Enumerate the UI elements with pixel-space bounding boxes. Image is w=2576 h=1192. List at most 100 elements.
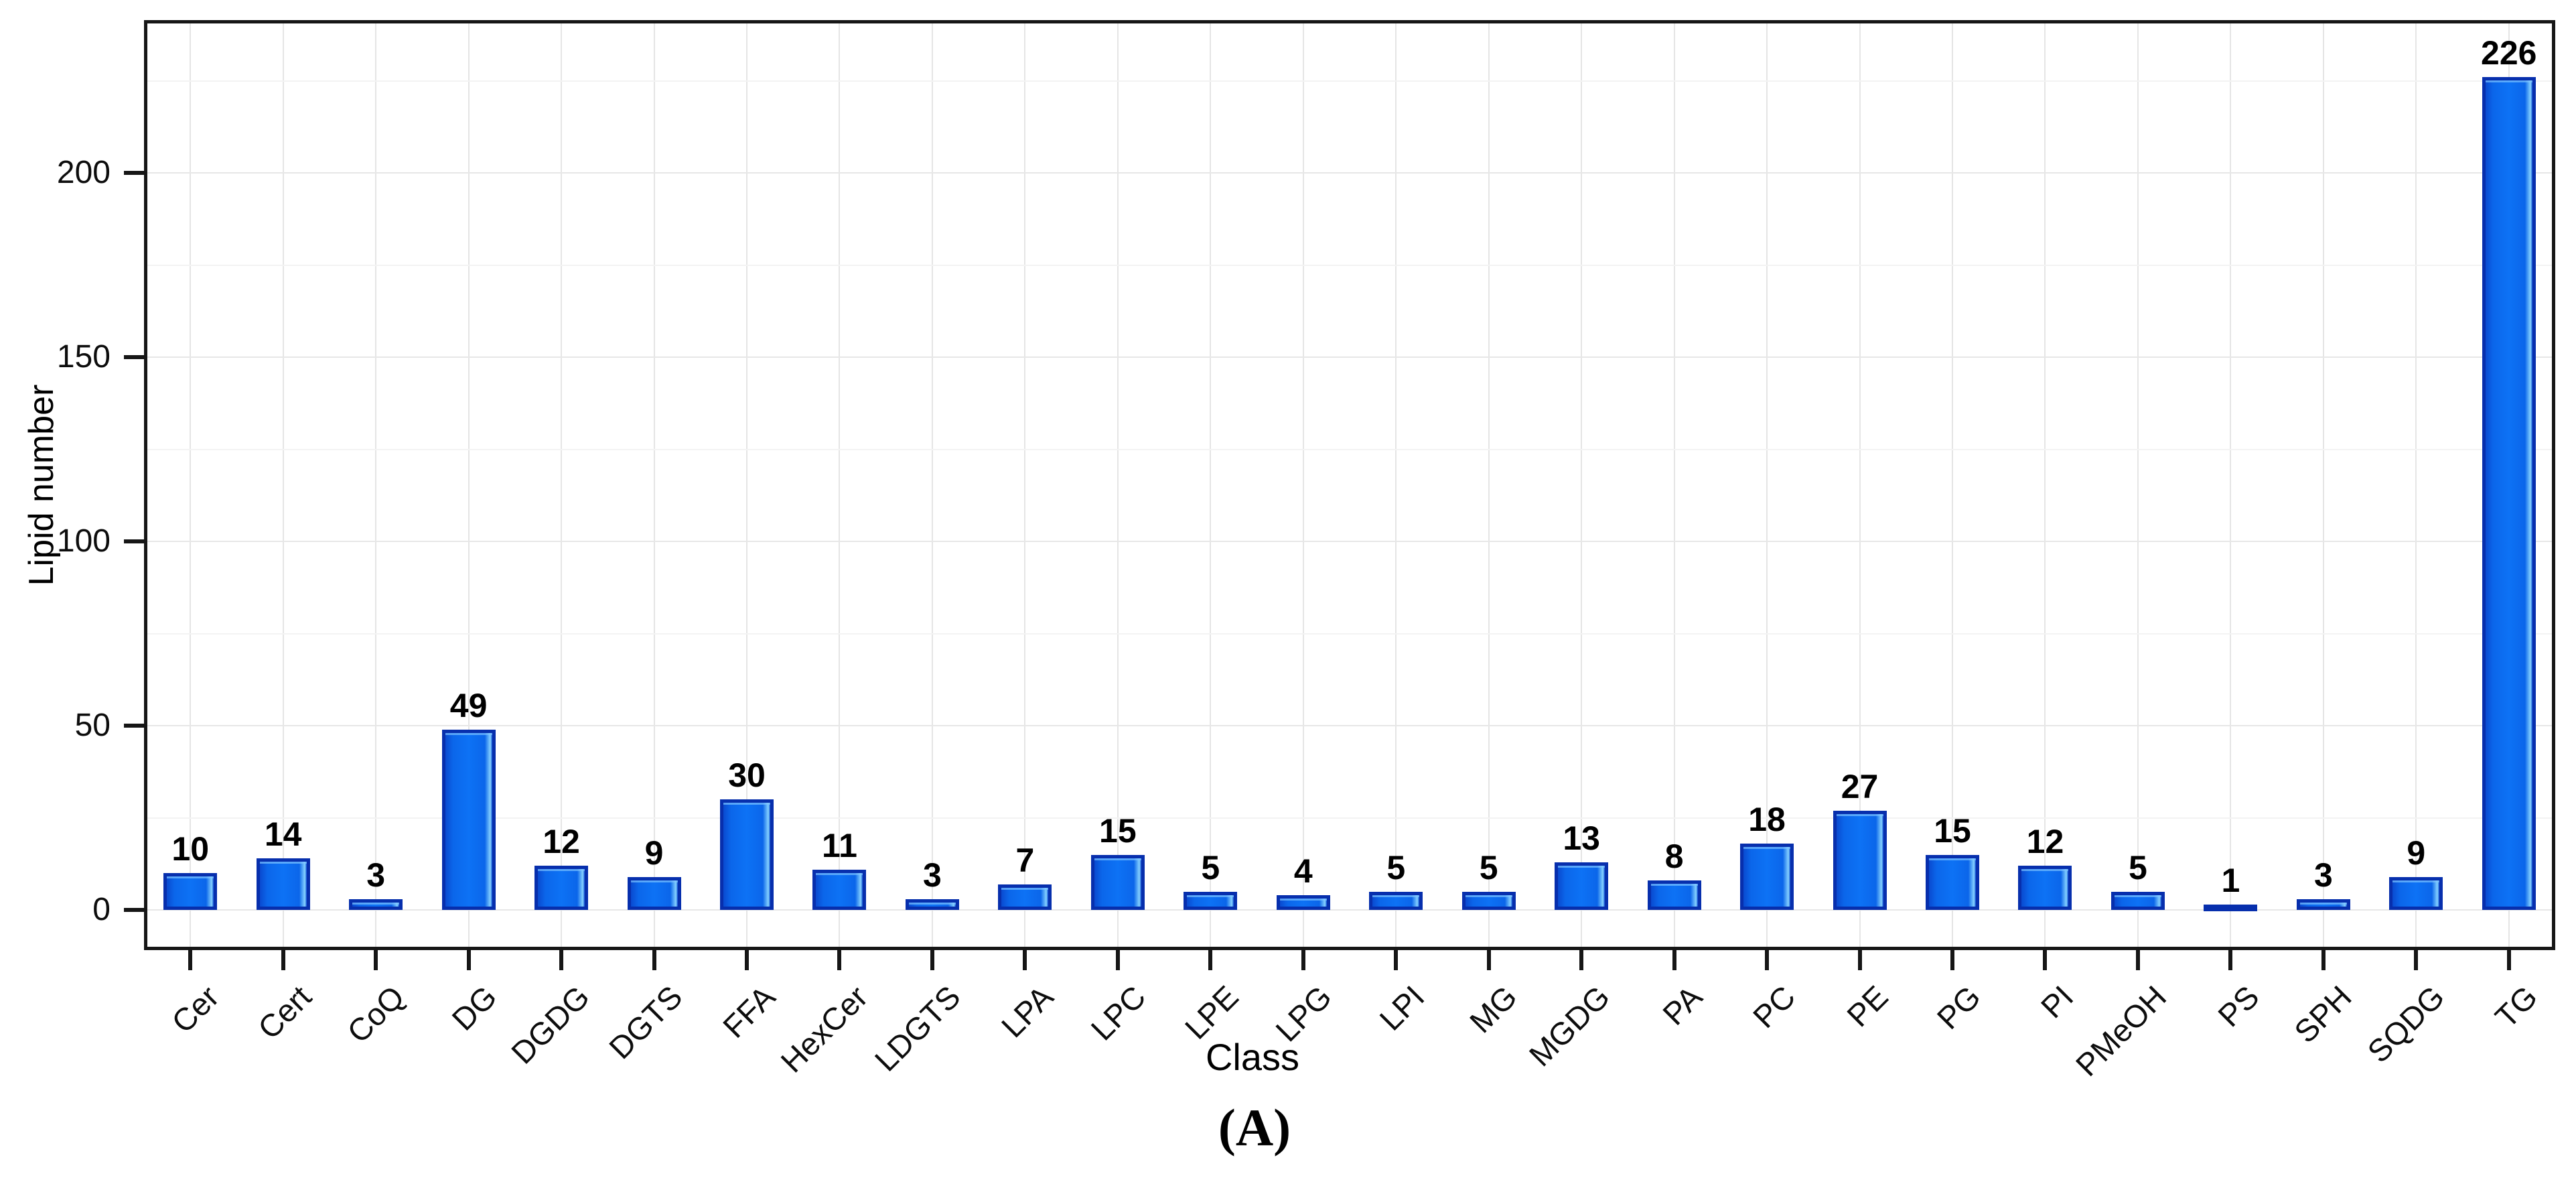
bar-LPC: [1090, 854, 1145, 910]
bar-SPH: [2296, 899, 2350, 910]
gridline-vertical: [1673, 20, 1675, 950]
y-axis-tick: [124, 355, 144, 359]
bar-PE: [1833, 810, 1887, 910]
bar-value-label: 49: [449, 686, 488, 724]
x-axis-tick-label: DG: [445, 978, 504, 1037]
bar-value-label: 18: [1748, 801, 1786, 838]
y-axis-tick-label: 100: [56, 523, 111, 559]
bar-value-label: 30: [728, 756, 766, 794]
bar-value-label: 8: [1664, 838, 1684, 875]
gridline-horizontal-minor: [144, 633, 2555, 635]
x-axis-tick: [281, 950, 285, 970]
x-axis-tick: [1023, 950, 1027, 970]
y-axis-tick-label: 200: [56, 155, 111, 190]
gridline-vertical: [1210, 20, 1212, 950]
bar-value-label: 13: [1563, 819, 1600, 857]
gridline-vertical: [2322, 20, 2324, 950]
bar-DG: [441, 729, 496, 910]
x-axis-tick: [1857, 950, 1862, 970]
gridline-horizontal-minor: [144, 80, 2555, 82]
x-axis-tick: [2043, 950, 2048, 970]
bar-LPG: [1276, 895, 1330, 910]
x-axis-tick: [2414, 950, 2419, 970]
x-axis-tick: [1394, 950, 1399, 970]
gridline-horizontal-minor: [144, 448, 2555, 450]
bar-LPA: [998, 884, 1052, 910]
x-axis-tick: [930, 950, 934, 970]
bar-value-label: 27: [1841, 767, 1879, 805]
x-axis-tick: [2506, 950, 2511, 970]
x-axis-tick-label: PE: [1839, 978, 1895, 1034]
bar-LPI: [1369, 891, 1423, 910]
gridline-vertical: [375, 20, 377, 950]
gridline-vertical: [190, 20, 192, 950]
x-axis-tick: [374, 950, 378, 970]
bar-value-label: 14: [264, 815, 302, 853]
bar-value-label: 1: [2221, 862, 2240, 899]
bar-value-label: 5: [1201, 848, 1220, 886]
gridline-vertical: [1952, 20, 1953, 950]
gridline-horizontal-major: [144, 909, 2555, 911]
y-axis-tick: [124, 171, 144, 175]
x-axis-tick-label: Cer: [164, 978, 226, 1040]
y-axis-tick: [124, 908, 144, 912]
gridline-vertical: [1117, 20, 1119, 950]
gridline-horizontal-major: [144, 541, 2555, 542]
x-axis-tick: [652, 950, 656, 970]
bar-PA: [1647, 880, 1701, 910]
bar-value-label: 12: [2026, 823, 2064, 860]
bar-Cert: [256, 858, 310, 910]
bar-value-label: 10: [171, 830, 210, 868]
y-axis-tick: [124, 539, 144, 543]
bar-CoQ: [349, 899, 403, 910]
x-axis-tick-label: MG: [1462, 978, 1524, 1040]
gridline-horizontal-minor: [144, 264, 2555, 266]
bar-value-label: 11: [822, 826, 857, 864]
x-axis-tick: [2228, 950, 2233, 970]
bar-LPE: [1184, 891, 1238, 910]
x-axis-tick-label: LPI: [1372, 978, 1431, 1037]
bar-DGDG: [534, 866, 589, 910]
bar-value-label: 226: [2481, 34, 2537, 72]
x-axis-tick: [1672, 950, 1676, 970]
bar-value-label: 15: [1934, 811, 1971, 850]
gridline-vertical: [1024, 20, 1026, 950]
y-axis-tick-label: 0: [92, 892, 111, 927]
bar-value-label: 12: [543, 823, 580, 860]
x-axis-tick: [1115, 950, 1120, 970]
bar-DGTS: [627, 876, 681, 910]
bar-value-label: 7: [1015, 841, 1035, 879]
gridline-vertical: [1395, 20, 1397, 950]
x-axis-tick-label: FFA: [715, 978, 782, 1045]
gridline-vertical: [1859, 20, 1861, 950]
x-axis-tick: [1208, 950, 1213, 970]
x-axis-tick: [745, 950, 749, 970]
x-axis-tick-label: PA: [1656, 978, 1709, 1032]
x-axis-tick: [1765, 950, 1770, 970]
bar-value-label: 5: [1386, 848, 1406, 886]
gridline-horizontal-major: [144, 356, 2555, 358]
x-axis-tick: [1579, 950, 1584, 970]
bar-value-label: 3: [2313, 856, 2333, 894]
bar-value-label: 4: [1293, 852, 1313, 890]
gridline-vertical: [1581, 20, 1583, 950]
gridline-vertical: [468, 20, 470, 950]
x-axis-tick: [466, 950, 471, 970]
gridline-horizontal-major: [144, 725, 2555, 726]
bar-value-label: 3: [923, 856, 942, 894]
gridline-vertical: [1766, 20, 1768, 950]
bar-value-label: 3: [366, 856, 386, 894]
x-axis-tick-label: TG: [2488, 978, 2544, 1035]
gridline-horizontal-major: [144, 172, 2555, 174]
bar-SQDG: [2389, 876, 2443, 910]
x-axis-tick: [2135, 950, 2140, 970]
figure-caption: (A): [1218, 1098, 1291, 1156]
gridline-vertical: [2415, 20, 2417, 950]
bar-PS: [2204, 905, 2258, 911]
x-axis-tick-label: PS: [2210, 978, 2266, 1034]
x-axis-title: Class: [1205, 1036, 1300, 1078]
bar-value-label: 9: [2407, 834, 2426, 872]
bar-LDGTS: [905, 899, 959, 910]
bar-PI: [2018, 866, 2072, 910]
